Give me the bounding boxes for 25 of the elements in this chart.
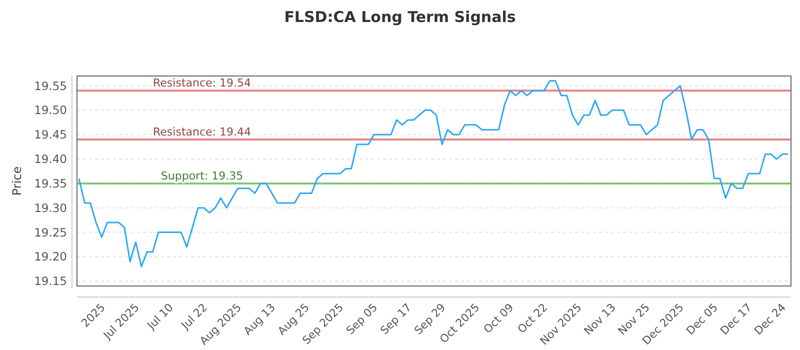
x-tick-label: Sep 05 xyxy=(344,300,380,338)
x-tick-label: Oct 09 xyxy=(481,300,516,336)
y-tick-label: 19.35 xyxy=(34,176,67,190)
ref-line-label: Resistance: 19.54 xyxy=(153,76,251,90)
x-tick-label: Jul 10 xyxy=(144,300,176,333)
y-tick-label: 19.30 xyxy=(34,200,67,215)
y-tick-label: 19.45 xyxy=(34,128,67,142)
y-tick-label: 19.15 xyxy=(34,274,67,288)
x-tick-label: Dec 05 xyxy=(684,300,720,338)
y-tick-label: 19.25 xyxy=(34,225,67,240)
ref-line-label: Support: 19.35 xyxy=(160,169,244,182)
x-tick-label: Sep 17 xyxy=(378,300,414,338)
ref-line-label: Resistance: 19.44 xyxy=(153,125,251,138)
y-tick-label: 19.40 xyxy=(34,152,67,166)
y-tick-label: 19.50 xyxy=(34,103,67,118)
y-tick-label: 19.20 xyxy=(34,250,67,264)
y-axis-title: Price xyxy=(10,166,24,196)
x-tick-label: Aug 13 xyxy=(241,300,278,338)
x-tick-label: Dec 24 xyxy=(752,300,788,338)
x-tick-label: Nov 13 xyxy=(582,300,618,338)
x-tick-label: Jul 22 xyxy=(178,300,210,333)
x-tick-label: Dec 17 xyxy=(718,300,754,338)
chart-title: FLSD:CA Long Term Signals xyxy=(284,8,516,26)
y-tick-label: 19.55 xyxy=(34,78,67,93)
line-series xyxy=(78,80,789,268)
